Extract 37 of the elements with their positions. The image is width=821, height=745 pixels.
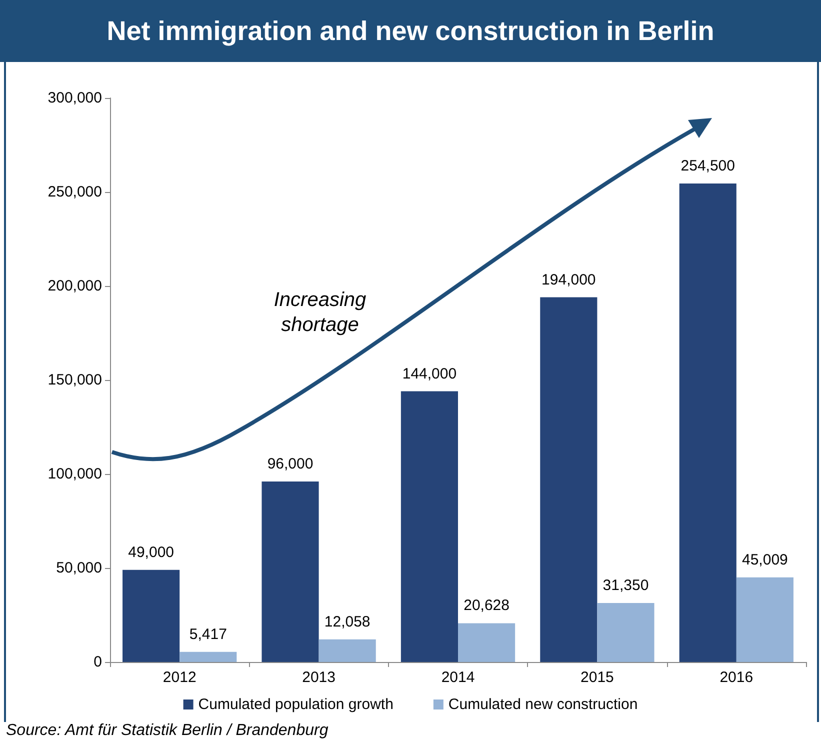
bar <box>597 603 654 662</box>
bar <box>262 482 319 662</box>
x-tick-label: 2016 <box>720 669 754 686</box>
x-tick-label: 2014 <box>441 669 475 686</box>
y-tick-label: 0 <box>94 654 102 670</box>
data-label: 45,009 <box>742 551 788 568</box>
bar <box>679 184 736 662</box>
data-label: 254,500 <box>680 158 735 175</box>
data-label: 12,058 <box>324 613 370 630</box>
y-tick-label: 200,000 <box>48 278 102 294</box>
y-tick-label: 50,000 <box>56 560 102 576</box>
x-tick-label: 2012 <box>162 669 196 686</box>
legend-label: Cumulated new construction <box>448 696 638 713</box>
bar <box>318 639 376 662</box>
data-label: 96,000 <box>267 456 314 473</box>
y-tick-label: 300,000 <box>48 90 102 106</box>
y-tick-label: 250,000 <box>48 184 102 200</box>
bar <box>122 570 180 662</box>
source-note: Source: Amt für Statistik Berlin / Brandenburg <box>6 722 328 740</box>
bar <box>458 623 516 662</box>
chart-title: Net immigration and new construction in Berlin <box>0 0 821 62</box>
bar <box>180 652 237 662</box>
legend-label: Cumulated population growth <box>198 696 394 713</box>
bar <box>540 297 598 662</box>
data-label: 5,417 <box>189 626 227 643</box>
data-label: 49,000 <box>128 544 174 561</box>
x-tick-label: 2015 <box>580 669 614 686</box>
bar <box>400 391 458 662</box>
data-label: 194,000 <box>542 271 596 288</box>
annotation: Increasing shortage <box>272 288 368 338</box>
data-label: 20,628 <box>464 597 510 614</box>
data-label: 144,000 <box>402 365 457 382</box>
bar <box>736 577 794 662</box>
x-tick-label: 2013 <box>302 669 336 686</box>
y-tick-label: 100,000 <box>48 466 102 482</box>
data-label: 31,350 <box>602 577 649 594</box>
y-tick-label: 150,000 <box>48 372 102 388</box>
